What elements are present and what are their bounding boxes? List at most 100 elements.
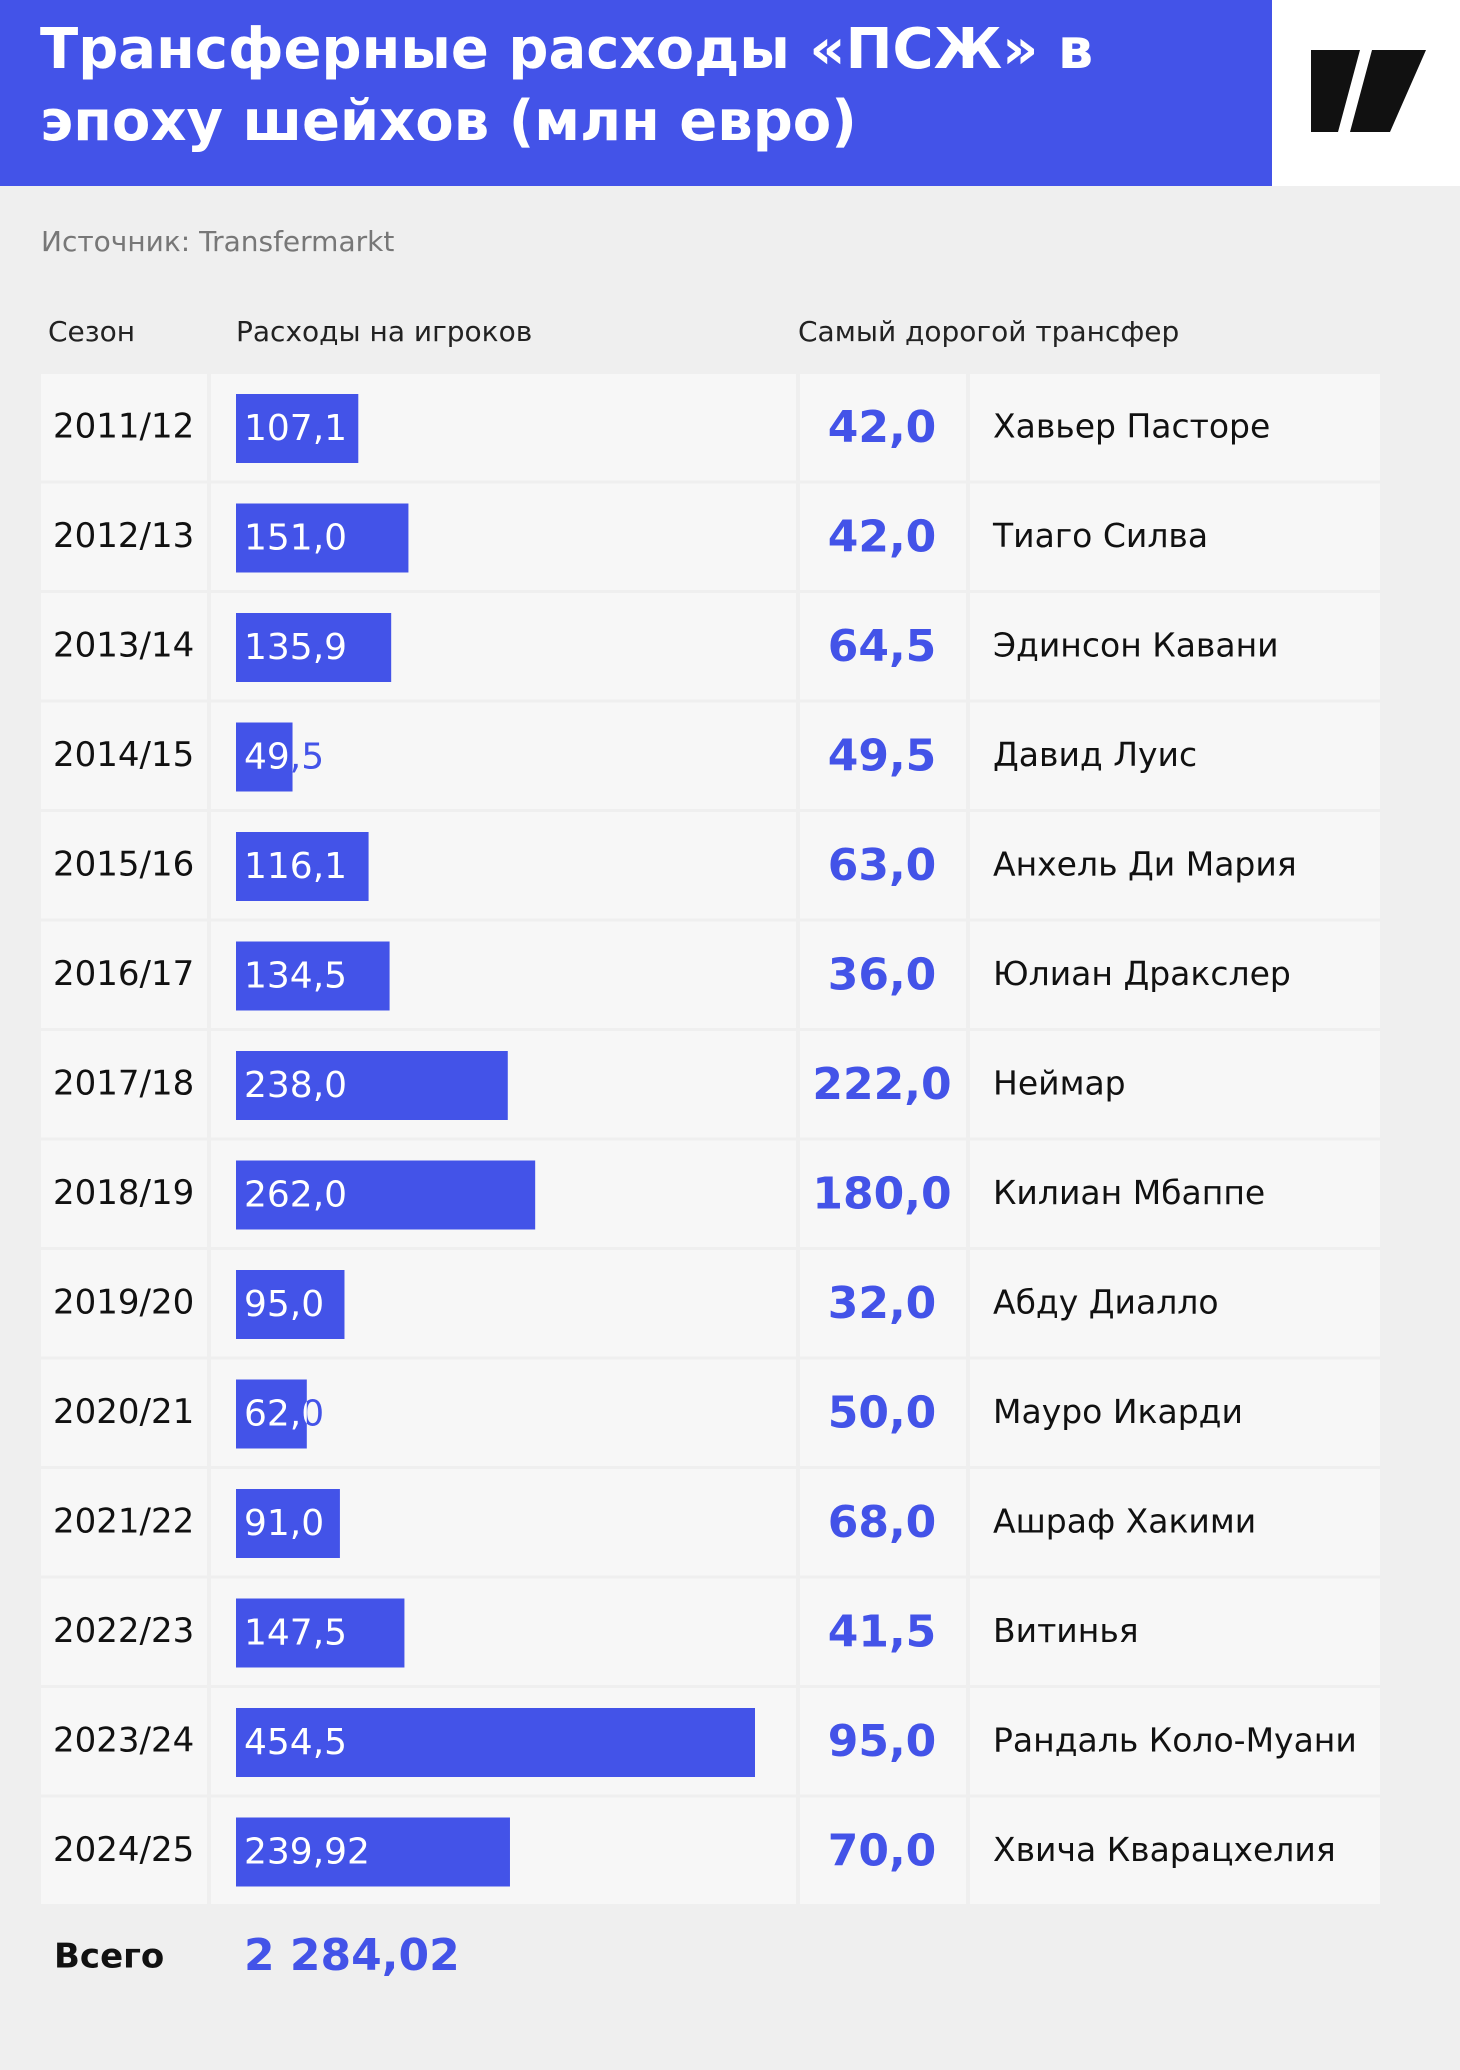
season: 2024/25 [53,1830,194,1870]
bar-label: 91,0 [244,1503,324,1544]
cell [41,1250,207,1357]
bar-label: 107,1 [244,408,347,449]
cell [970,1140,1380,1247]
bar-label: 49,5 [244,736,324,777]
player-name: Эдинсон Кавани [993,625,1279,664]
bar [236,1160,536,1230]
cell [970,483,1380,590]
top-transfer-value: 36,0 [828,949,937,1000]
top-transfer-value: 180,0 [812,1168,951,1219]
cell [970,1797,1380,1904]
bar-label: 238,0 [244,1065,347,1106]
column-header: Сезон [48,315,135,348]
season: 2019/20 [53,1282,194,1322]
cell [970,812,1380,919]
season: 2021/22 [53,1501,194,1541]
cell [970,1688,1380,1795]
cell [41,593,207,700]
bar-label: 239,92 [244,1831,370,1872]
top-transfer-value: 49,5 [828,730,937,781]
title-line: эпоху шейхов (млн евро) [40,89,857,154]
cell [800,1469,966,1576]
bar [236,1598,405,1668]
cell [41,1688,207,1795]
cell [41,1031,207,1138]
bar [236,1051,508,1120]
bar-label: 151,0 [244,517,347,558]
cell [41,1469,207,1576]
season: 2018/19 [53,1173,194,1213]
player-name: Килиан Мбаппе [993,1173,1265,1212]
bar-label: 95,0 [244,1284,324,1325]
total-value: 2 284,02 [244,1930,460,1981]
bar-label: 454,5 [244,1722,347,1763]
player-name: Ашраф Хакими [993,1501,1256,1540]
bar-label: 238,0 [244,1065,347,1106]
cell [211,702,796,809]
bar-label: 147,5 [244,1612,347,1653]
top-transfer-value: 68,0 [828,1497,937,1548]
bar-label: 62,0 [244,1393,324,1434]
cell [800,1688,966,1795]
cell [800,1578,966,1685]
season: 2015/16 [53,844,194,884]
bar-label: 91,0 [244,1503,324,1544]
top-transfer-value: 50,0 [828,1387,937,1438]
bar [236,722,293,792]
cell [970,702,1380,809]
season: 2022/23 [53,1611,194,1651]
cell [970,593,1380,700]
season: 2016/17 [53,954,194,994]
cell [970,1250,1380,1357]
cell [970,1469,1380,1576]
cell [41,812,207,919]
bar-label: 151,0 [244,517,347,558]
bar [236,1379,307,1449]
cell [41,483,207,590]
bar-label: 62,0 [244,1393,324,1434]
player-name: Давид Луис [993,735,1197,774]
cell [970,1359,1380,1466]
top-transfer-value: 70,0 [828,1825,937,1876]
bar [236,832,369,901]
player-name: Мауро Икарди [993,1392,1243,1431]
cell [800,812,966,919]
cell [800,374,966,481]
bar-label: 49,5 [244,736,324,777]
bar [236,1817,510,1887]
season: 2023/24 [53,1720,194,1760]
cell [800,1797,966,1904]
top-transfer-value: 63,0 [828,840,937,891]
cell [970,921,1380,1028]
cell [41,1797,207,1904]
cell [41,921,207,1028]
player-name: Хвича Кварацхелия [993,1830,1336,1869]
player-name: Юлиан Дракслер [993,954,1291,993]
cell [41,702,207,809]
bar-label: 107,1 [244,408,347,449]
top-transfer-value: 42,0 [828,402,937,453]
player-name: Рандаль Коло-Муани [993,1720,1357,1759]
top-transfer-value: 32,0 [828,1278,937,1329]
bar-label: 135,9 [244,627,347,668]
top-transfer-value: 41,5 [828,1606,937,1657]
total-label: Всего [54,1937,164,1977]
logo [1311,50,1426,132]
cell [800,1250,966,1357]
bar-label: 134,5 [244,955,347,996]
column-header: Самый дорогой трансфер [798,315,1179,348]
bar-label: 135,9 [244,627,347,668]
bar-label: 454,5 [244,1722,347,1763]
player-name: Витинья [993,1611,1139,1650]
cell [800,921,966,1028]
bar-label: 147,5 [244,1612,347,1653]
cell [800,483,966,590]
cell [41,374,207,481]
cell [41,1359,207,1466]
bar [236,1489,340,1558]
season: 2013/14 [53,625,194,665]
cell [800,1359,966,1466]
bar-label: 95,0 [244,1284,324,1325]
bar [236,503,409,573]
